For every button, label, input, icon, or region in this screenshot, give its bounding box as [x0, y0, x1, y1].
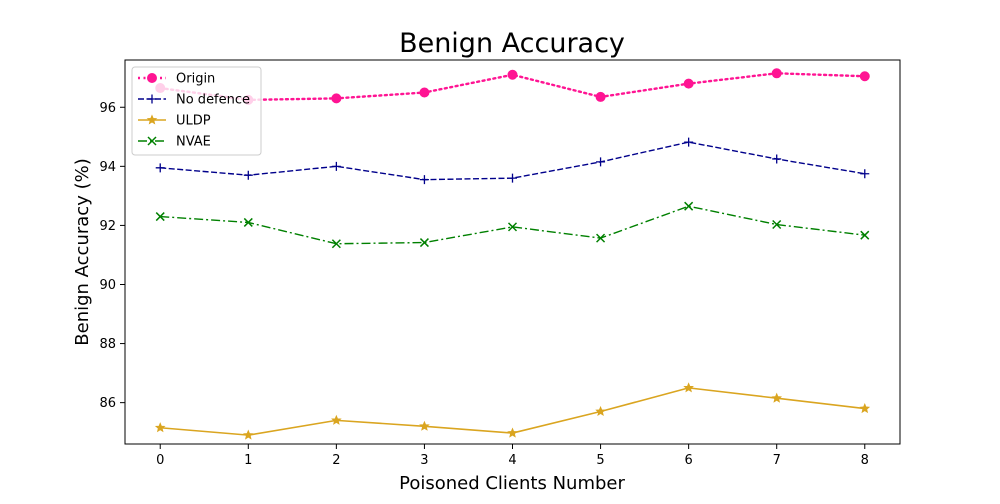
data-point-uldp-5: [595, 405, 606, 417]
legend-marker-origin: [147, 73, 157, 83]
data-point-no-defence-1: [243, 170, 253, 180]
data-point-no-defence-0: [155, 163, 165, 173]
x-tick-label-5: 5: [596, 453, 604, 468]
x-tick-label-8: 8: [861, 453, 869, 468]
data-point-uldp-7: [771, 392, 783, 403]
legend-marker-no-defence: [147, 94, 157, 104]
x-tick-label-3: 3: [420, 453, 428, 468]
legend-label-no-defence: No defence: [176, 93, 250, 108]
x-tick-label-7: 7: [773, 453, 781, 468]
data-point-nvae-2: [331, 239, 341, 249]
series-origin: [155, 68, 870, 105]
x-tick-label-6: 6: [684, 453, 692, 468]
data-point-origin-4: [507, 69, 518, 80]
data-point-nvae-7: [772, 219, 782, 230]
legend-item-no-defence: No defence: [138, 93, 250, 108]
series-layer: [154, 68, 871, 440]
data-point-origin-3: [419, 87, 430, 98]
data-point-nvae-3: [419, 238, 429, 248]
legend: Origin No defence ULDP NVAE: [131, 66, 262, 156]
legend-label-uldp: ULDP: [176, 114, 211, 129]
x-tick-label-4: 4: [508, 453, 516, 468]
data-point-origin-8: [859, 71, 870, 82]
y-axis-label: Benign Accuracy (%): [72, 158, 93, 345]
legend-label-nvae: NVAE: [176, 135, 211, 150]
legend-item-uldp: ULDP: [138, 114, 211, 129]
series-line-nvae: [160, 205, 865, 245]
x-axis-label: Poisoned Clients Number: [399, 473, 625, 494]
y-tick-label-3: 92: [99, 219, 116, 234]
series-nvae: [155, 201, 870, 249]
data-point-no-defence-8: [860, 169, 870, 179]
data-point-nvae-0: [155, 212, 165, 222]
data-point-uldp-4: [507, 427, 518, 438]
data-point-no-defence-6: [684, 137, 694, 147]
data-point-no-defence-2: [331, 161, 341, 171]
legend-marker-nvae: [147, 136, 157, 146]
data-point-nvae-8: [860, 230, 870, 240]
y-tick-label-0: 86: [99, 396, 116, 411]
data-point-uldp-8: [859, 402, 871, 414]
legend-label-origin: Origin: [176, 72, 215, 87]
data-point-no-defence-7: [772, 154, 782, 164]
data-point-nvae-4: [507, 222, 518, 232]
x-tick-label-1: 1: [244, 453, 252, 468]
data-point-origin-2: [331, 93, 342, 104]
x-tick-label-2: 2: [332, 453, 340, 468]
legend-box: [131, 66, 262, 156]
y-tick-label-4: 94: [99, 160, 116, 175]
legend-marker-uldp: [146, 114, 158, 125]
series-no-defence: [155, 137, 870, 185]
y-tick-label-2: 90: [99, 278, 116, 293]
data-point-no-defence-3: [419, 175, 429, 185]
data-point-uldp-6: [683, 382, 694, 393]
legend-item-nvae: NVAE: [138, 135, 211, 150]
y-tick-label-1: 88: [99, 337, 116, 352]
series-uldp: [154, 382, 871, 440]
data-point-nvae-6: [684, 201, 694, 211]
x-tick-label-0: 0: [156, 453, 164, 468]
data-point-nvae-5: [596, 233, 606, 243]
data-point-uldp-3: [419, 420, 430, 431]
data-point-origin-6: [683, 78, 694, 89]
y-tick-label-5: 96: [99, 101, 116, 116]
data-point-origin-5: [595, 91, 606, 102]
legend-item-origin: Origin: [138, 72, 215, 87]
axes-layer: 0 1 2 3 4 5 6 7 8 86 88 90 92 94 96: [99, 59, 901, 468]
data-point-nvae-1: [243, 217, 253, 227]
data-point-uldp-2: [331, 414, 342, 425]
data-point-origin-7: [771, 68, 782, 79]
data-point-uldp-0: [154, 422, 166, 433]
data-point-no-defence-4: [508, 173, 517, 183]
data-point-uldp-1: [242, 429, 254, 440]
chart-title: Benign Accuracy: [399, 28, 625, 59]
data-point-no-defence-5: [596, 157, 606, 167]
